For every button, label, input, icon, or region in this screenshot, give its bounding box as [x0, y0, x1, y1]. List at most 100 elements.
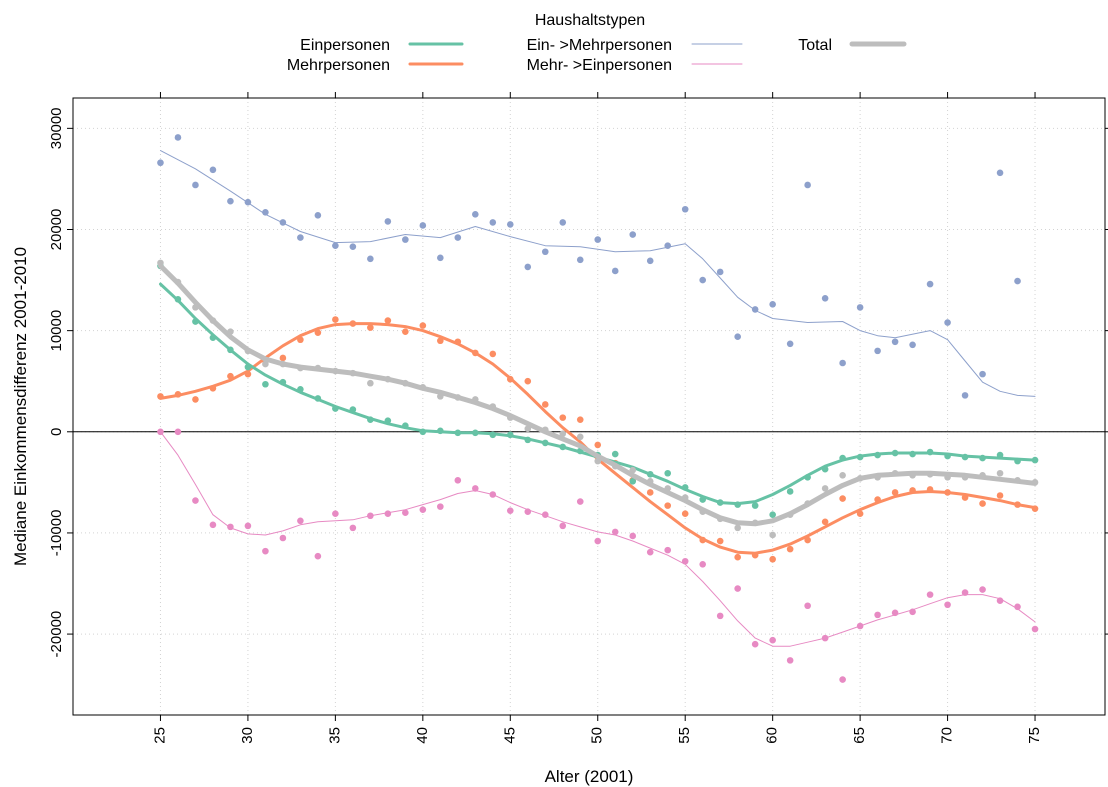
data-point — [856, 304, 864, 311]
data-point — [1014, 501, 1021, 508]
data-point — [174, 428, 182, 436]
data-point — [979, 500, 986, 507]
y-tick-label: -20000 — [48, 611, 65, 658]
data-point — [192, 396, 199, 403]
data-point — [541, 511, 549, 519]
y-tick-label: 0 — [48, 428, 65, 436]
series-mehr-einpersonen — [157, 428, 1039, 683]
data-point — [541, 426, 549, 434]
data-point — [454, 338, 462, 346]
data-point — [297, 364, 304, 372]
data-point — [1031, 625, 1039, 633]
data-point — [297, 386, 304, 393]
data-point — [786, 488, 794, 495]
data-point — [244, 522, 252, 530]
data-point — [716, 515, 724, 523]
data-point — [367, 379, 374, 387]
x-tick-label: 35 — [326, 727, 343, 744]
data-point — [734, 553, 741, 561]
data-point — [874, 347, 881, 355]
data-point — [472, 396, 479, 403]
data-point — [227, 197, 234, 205]
data-point — [751, 551, 759, 559]
data-point — [506, 375, 514, 383]
data-point — [472, 429, 479, 437]
data-point — [804, 500, 811, 507]
data-point — [1031, 479, 1039, 486]
data-point — [786, 511, 794, 519]
data-point — [944, 452, 951, 460]
data-point — [1031, 456, 1039, 464]
data-point — [314, 552, 322, 560]
data-point — [209, 521, 217, 529]
data-point — [402, 328, 409, 335]
data-point — [472, 485, 479, 492]
data-point — [926, 470, 934, 478]
data-point — [192, 497, 199, 504]
smooth-line — [160, 431, 1036, 647]
data-point — [664, 242, 672, 249]
data-point — [611, 528, 619, 536]
data-point — [279, 219, 287, 226]
data-point — [349, 243, 357, 250]
data-point — [944, 489, 951, 496]
data-point — [664, 502, 672, 509]
data-point — [979, 454, 986, 462]
data-point — [909, 471, 916, 479]
data-point — [664, 469, 672, 477]
data-point — [349, 406, 357, 413]
data-point — [926, 486, 934, 493]
data-point — [349, 524, 357, 532]
data-point — [874, 496, 881, 503]
x-tick-label: 25 — [151, 727, 168, 744]
data-point — [926, 591, 934, 598]
data-point — [716, 499, 724, 506]
data-point — [681, 510, 689, 518]
data-point — [576, 256, 584, 264]
data-point — [944, 601, 951, 609]
data-point — [332, 316, 339, 323]
data-point — [227, 346, 234, 354]
legend-label: Total — [798, 37, 832, 54]
data-point — [506, 507, 514, 514]
data-point — [209, 166, 217, 174]
series-mehrpersonen — [157, 316, 1039, 563]
data-point — [1014, 457, 1021, 465]
data-point — [874, 611, 881, 619]
data-point — [699, 560, 706, 568]
data-point — [874, 451, 881, 459]
data-point — [769, 511, 776, 519]
data-point — [437, 254, 444, 262]
data-point — [646, 257, 654, 265]
data-point — [384, 317, 392, 324]
data-point — [734, 585, 741, 592]
data-point — [472, 211, 479, 218]
data-point — [541, 248, 549, 256]
series-ein-mehrpersonen — [157, 134, 1036, 399]
data-point — [1014, 277, 1021, 285]
data-point — [332, 405, 339, 412]
x-axis-label: Alter (2001) — [545, 767, 634, 786]
data-point — [594, 457, 602, 465]
data-point — [384, 417, 392, 424]
data-point — [454, 429, 462, 437]
data-point — [244, 370, 252, 378]
data-point — [629, 466, 637, 474]
legend-label: Mehr- >Einpersonen — [527, 57, 672, 74]
data-point — [524, 425, 532, 433]
data-point — [174, 278, 182, 286]
data-point — [262, 360, 269, 368]
data-point — [279, 354, 287, 362]
legend-label: Einpersonen — [300, 37, 390, 54]
legend: Haushaltstypen Einpersonen Mehrpersonen Ei… — [287, 12, 907, 74]
data-point — [559, 219, 567, 226]
x-tick-label: 70 — [939, 727, 956, 744]
data-point — [699, 276, 706, 284]
data-point — [1014, 477, 1021, 484]
data-point — [367, 324, 374, 331]
data-point — [891, 469, 899, 477]
data-point — [524, 263, 532, 271]
data-point — [454, 234, 462, 241]
data-point — [734, 501, 741, 508]
